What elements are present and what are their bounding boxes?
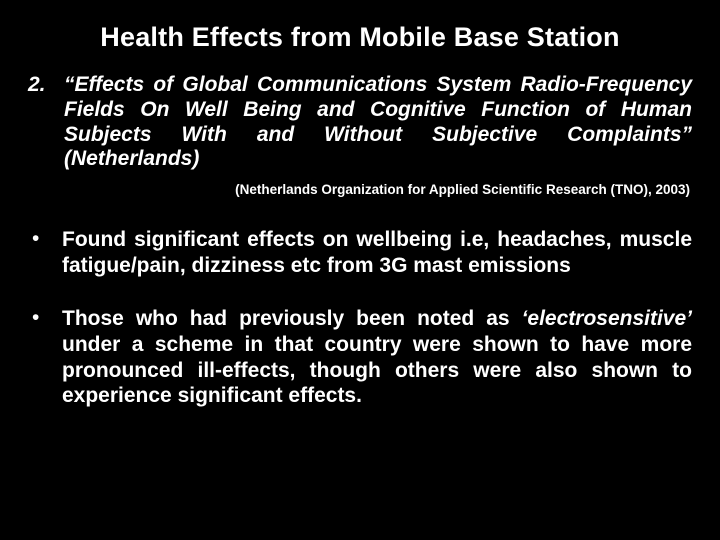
- citation-text: (Netherlands Organization for Applied Sc…: [28, 182, 692, 197]
- quote-country: (Netherlands): [64, 147, 199, 170]
- item-quote: “Effects of Global Communications System…: [64, 73, 692, 172]
- quote-text: “Effects of Global Communications System…: [64, 73, 692, 146]
- bullet-text: Those who had previously been noted as ‘…: [62, 306, 692, 408]
- numbered-item: 2. “Effects of Global Communications Sys…: [28, 73, 692, 172]
- bullet-marker: •: [28, 306, 62, 408]
- bullet-item: • Found significant effects on wellbeing…: [28, 227, 692, 278]
- item-number: 2.: [28, 73, 64, 172]
- bullet-prefix: Those who had previously been noted as: [62, 307, 522, 330]
- bullet-marker: •: [28, 227, 62, 278]
- bullet-italic: ‘electrosensitive’: [522, 307, 692, 330]
- bullet-item: • Those who had previously been noted as…: [28, 306, 692, 408]
- slide-title: Health Effects from Mobile Base Station: [28, 22, 692, 53]
- bullet-text: Found significant effects on wellbeing i…: [62, 227, 692, 278]
- bullet-suffix: under a scheme in that country were show…: [62, 333, 692, 407]
